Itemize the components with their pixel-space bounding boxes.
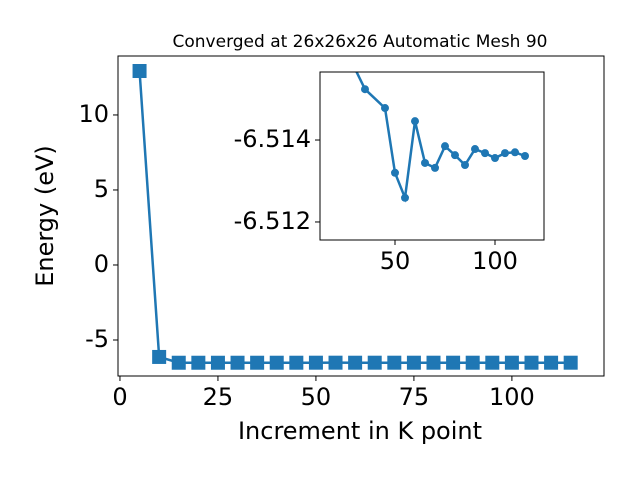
plot-area: [355, 72, 529, 203]
marker: [401, 193, 409, 202]
marker: [471, 145, 479, 154]
marker: [421, 158, 429, 167]
y-tick-label: -6.514: [234, 125, 311, 153]
marker: [132, 64, 147, 79]
marker: [446, 355, 461, 370]
marker: [451, 151, 459, 160]
marker: [544, 355, 559, 370]
axes-frame: [117, 55, 605, 377]
marker: [426, 355, 441, 370]
marker: [391, 168, 399, 177]
marker: [465, 355, 480, 370]
marker: [481, 149, 489, 158]
marker: [348, 355, 363, 370]
marker: [563, 355, 578, 370]
marker: [289, 355, 304, 370]
marker: [308, 355, 323, 370]
x-tick-label: 75: [399, 383, 430, 411]
marker: [387, 355, 402, 370]
marker: [152, 349, 167, 364]
marker: [504, 355, 519, 370]
marker: [524, 355, 539, 370]
y-axis-label: Energy (eV): [31, 145, 59, 287]
marker: [411, 117, 419, 126]
marker: [210, 355, 225, 370]
marker: [511, 148, 519, 157]
y-tick-label: 0: [94, 250, 109, 278]
marker: [381, 104, 389, 113]
y-tick-label: 5: [94, 175, 109, 203]
marker: [461, 161, 469, 170]
marker: [521, 152, 529, 160]
x-axis-label: Increment in K point: [238, 417, 482, 445]
marker: [491, 154, 499, 163]
inset-background: [320, 72, 544, 240]
x-tick-label: 50: [380, 247, 411, 275]
marker: [485, 355, 500, 370]
y-tick-label: -6.512: [234, 207, 311, 235]
x-tick-label: 50: [301, 383, 332, 411]
x-tick-label: 100: [472, 247, 518, 275]
plot-area: [132, 64, 578, 370]
marker: [367, 355, 382, 370]
marker: [171, 355, 186, 370]
marker: [501, 149, 509, 158]
marker: [431, 163, 439, 172]
x-tick-label: 100: [489, 383, 535, 411]
x-tick-label: 0: [112, 383, 127, 411]
marker: [250, 355, 265, 370]
marker: [230, 355, 245, 370]
marker: [361, 85, 369, 94]
axes-frame: [319, 71, 545, 241]
y-tick-label: -5: [85, 325, 109, 353]
marker: [406, 355, 421, 370]
marker: [328, 355, 343, 370]
marker: [269, 355, 284, 370]
marker: [441, 142, 449, 151]
x-tick-label: 25: [203, 383, 234, 411]
marker: [191, 355, 206, 370]
y-tick-label: 10: [78, 100, 109, 128]
chart-title: Converged at 26x26x26 Automatic Mesh 90: [173, 32, 548, 52]
